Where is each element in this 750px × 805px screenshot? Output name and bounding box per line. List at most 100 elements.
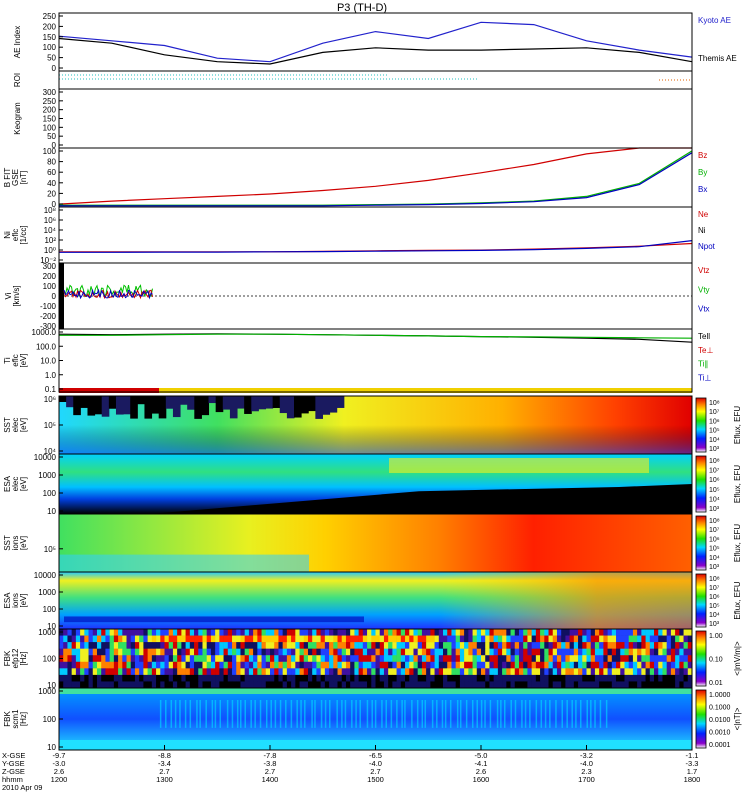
legend-entry: Ti∥	[698, 360, 708, 369]
fbk1-cell	[139, 681, 144, 689]
fbk1-cell	[616, 635, 621, 643]
fbk1-cell	[552, 655, 558, 663]
fbk1-cell	[548, 668, 554, 676]
fbk1-cell	[172, 674, 178, 682]
fbk1-cell	[177, 655, 182, 663]
fbk1-cell	[506, 674, 511, 682]
fbk1-cell	[493, 635, 499, 643]
fbk1-cell	[164, 668, 170, 676]
fbk1-cell	[645, 655, 651, 663]
fbk1-cell	[181, 668, 186, 676]
fbk1-cell	[632, 635, 638, 643]
fbk1-cell	[413, 642, 418, 649]
fbk1-cell	[611, 668, 617, 676]
fbk1-cell	[312, 635, 317, 643]
fbk1-cell	[270, 655, 275, 663]
fbk1-cell	[371, 668, 376, 676]
fbk1-cell	[502, 635, 507, 643]
fbk1-cell	[223, 655, 229, 663]
fbk1-cell	[316, 648, 321, 656]
fbk1-cell	[105, 648, 110, 656]
fbk1-cell	[611, 674, 617, 682]
fbk1-cell	[485, 668, 490, 676]
colorbar-tick-label: 0.0001	[709, 742, 731, 749]
y-axis-label: [eV]	[19, 477, 28, 491]
fbk1-cell	[198, 674, 203, 682]
fbk1-cell	[510, 635, 516, 643]
fbk1-cell	[502, 668, 507, 676]
fbk1-cell	[282, 648, 288, 656]
fbk1-cell	[63, 655, 68, 663]
fbk1-cell	[506, 681, 511, 689]
fbk1-cell	[181, 655, 186, 663]
fbk1-cell	[654, 681, 659, 689]
fbk1-cell	[96, 668, 102, 676]
fbk1-cell	[679, 635, 684, 643]
fbk1-cell	[101, 668, 106, 676]
y-axis-label: scm1	[11, 709, 20, 729]
fbk1-cell	[679, 674, 684, 682]
fbk1-cell	[535, 668, 541, 676]
y-tick-label: 100	[43, 655, 57, 664]
y-tick-label: 250	[43, 12, 57, 21]
fbk2-streak	[471, 700, 474, 728]
fbk1-cell	[573, 674, 579, 682]
fbk1-cell	[679, 655, 684, 663]
fbk1-cell	[383, 642, 389, 649]
fbk1-cell	[464, 648, 469, 656]
fbk1-cell	[637, 648, 642, 656]
fbk1-cell	[590, 642, 596, 649]
fbk1-cell	[683, 648, 689, 656]
fbk1-cell	[67, 635, 72, 643]
fbk1-cell	[333, 674, 338, 682]
fbk1-cell	[324, 648, 330, 656]
fbk1-cell	[548, 674, 554, 682]
fbk1-cell	[118, 674, 123, 682]
fbk2-streak	[401, 700, 403, 728]
fbk1-cell	[481, 661, 486, 669]
y-tick-label: 10⁶	[44, 395, 56, 404]
fbk1-cell	[337, 648, 343, 656]
y-axis-label: [1/cc]	[19, 225, 28, 244]
fbk1-cell	[329, 629, 334, 636]
fbk1-cell	[405, 629, 410, 636]
fbk1-cell	[274, 674, 279, 682]
fbk1-cell	[88, 674, 94, 682]
fbk1-cell	[320, 642, 326, 649]
series-line	[58, 147, 692, 205]
fbk1-cell	[375, 655, 381, 663]
fbk1-cell	[126, 655, 132, 663]
fbk1-cell	[632, 668, 638, 676]
fbk1-cell	[616, 668, 621, 676]
colorbar-scale	[695, 455, 707, 513]
fbk1-cell	[371, 681, 376, 689]
fbk1-cell	[270, 668, 275, 676]
fbk1-cell	[177, 681, 182, 689]
fbk1-cell	[518, 681, 524, 689]
fbk1-cell	[413, 655, 418, 663]
esa-e-low	[149, 484, 692, 514]
fbk1-cell	[75, 629, 81, 636]
y-tick-label: -300	[40, 322, 57, 331]
fbk2-streak	[529, 700, 531, 728]
panel-roi: ROI	[13, 70, 693, 90]
fbk1-cell	[552, 629, 558, 636]
fbk1-cell	[88, 629, 94, 636]
fbk1-cell	[599, 681, 604, 689]
fbk1-cell	[185, 635, 191, 643]
fbk1-cell	[502, 642, 507, 649]
y-axis-label: FBK	[3, 650, 12, 666]
fbk1-cell	[523, 661, 528, 669]
fbk1-cell	[426, 661, 431, 669]
fbk1-cell	[552, 648, 558, 656]
fbk1-cell	[481, 668, 486, 676]
fbk1-cell	[514, 635, 520, 643]
fbk1-cell	[219, 648, 224, 656]
fbk1-cell	[113, 681, 119, 689]
fbk1-cell	[582, 681, 587, 689]
fbk1-cell	[286, 642, 292, 649]
fbk1-cell	[426, 648, 431, 656]
fbk1-cell	[649, 648, 655, 656]
y-axis-label: ions	[11, 593, 20, 608]
